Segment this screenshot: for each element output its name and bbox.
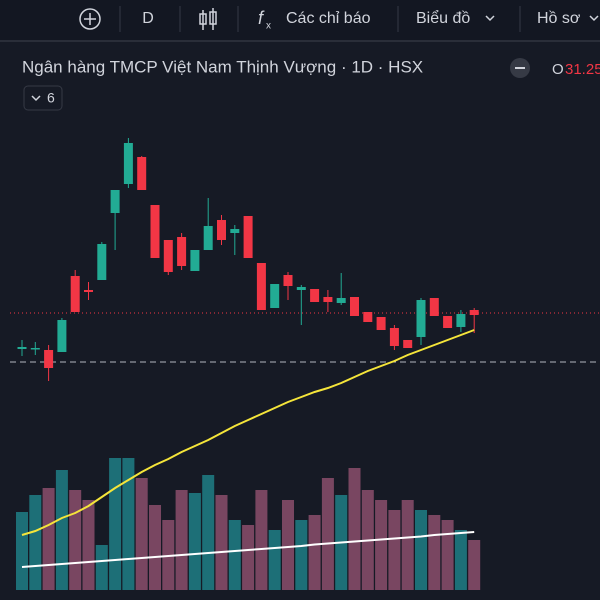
volume-bar: [415, 510, 427, 590]
candle-body: [310, 289, 320, 302]
volume-bar: [308, 515, 321, 590]
candle-body: [243, 216, 253, 258]
candle-body: [416, 300, 426, 337]
volume-bar: [282, 500, 294, 590]
candle-body: [123, 143, 133, 184]
candle-body: [137, 157, 147, 190]
volume-bar: [188, 493, 201, 590]
volume-bar: [295, 520, 308, 590]
candle-body: [256, 263, 266, 310]
volume-bar: [441, 520, 454, 590]
volume-bar: [268, 530, 281, 590]
candle-body: [429, 298, 439, 316]
profile-button[interactable]: Hồ sơ: [537, 10, 581, 27]
candle-body: [283, 275, 293, 286]
volume-bar: [348, 468, 361, 590]
candle-body: [469, 310, 479, 315]
candle-body: [350, 297, 359, 316]
interval-button[interactable]: D: [142, 10, 154, 27]
moving-average: [21, 329, 475, 536]
chart-type-button[interactable]: [199, 8, 217, 30]
candle-body: [456, 314, 466, 327]
volume-bar: [228, 520, 241, 590]
volume-bar: [401, 500, 414, 590]
add-symbol[interactable]: [79, 8, 101, 30]
candle-body: [376, 317, 386, 330]
candle-body: [97, 244, 107, 280]
candle-body: [389, 328, 399, 346]
candle-body: [443, 316, 453, 328]
candle-body: [336, 298, 346, 303]
volume-bar: [175, 490, 188, 590]
chevron: [485, 15, 495, 22]
volume-bar: [388, 510, 401, 590]
volume-bar: [55, 470, 68, 590]
volume-bar: [69, 490, 82, 590]
candle-body: [70, 276, 80, 312]
candle-body: [110, 190, 120, 213]
candle-body: [203, 226, 213, 250]
volume-bar: [149, 505, 161, 590]
candle-body: [30, 348, 40, 350]
fx-icon[interactable]: f: [258, 8, 265, 28]
chart-menu-button[interactable]: Biểu đồ: [416, 9, 470, 27]
volume-bar: [375, 500, 388, 590]
volume-bar: [454, 530, 467, 590]
indicators-toggle[interactable]: [23, 85, 63, 111]
symbol-title: Ngân hàng TMCP Việt Nam Thịnh Vượng · 1D…: [22, 57, 423, 76]
fx-icon-sub: x: [266, 21, 271, 32]
candle-body: [44, 350, 54, 368]
open-label: O: [552, 61, 564, 78]
candle-body: [163, 240, 173, 272]
volume-bar: [428, 515, 441, 590]
volume-bar: [321, 478, 334, 590]
hide-legend-button[interactable]: [510, 58, 530, 78]
candle-body: [177, 237, 187, 266]
volume-bar: [82, 500, 95, 590]
candle-body: [296, 287, 306, 290]
volume-bar: [122, 458, 135, 590]
volume-bar: [255, 490, 268, 590]
indicator-count: 6: [47, 90, 55, 106]
candle-body: [363, 312, 373, 322]
volume-bar: [215, 495, 228, 590]
candle-body: [150, 205, 160, 258]
volume-bar: [202, 475, 215, 590]
candle-body: [84, 290, 93, 292]
volume-average: [21, 531, 475, 568]
volume-bar: [109, 458, 122, 590]
indicators-button[interactable]: Các chỉ báo: [286, 10, 371, 27]
candle-body: [403, 340, 413, 348]
volume-bar: [135, 478, 148, 590]
candle-body: [190, 250, 200, 271]
candle-body: [230, 229, 240, 233]
volume-bar: [42, 488, 55, 590]
open-value: 31.25: [565, 61, 600, 78]
candle-body: [217, 220, 226, 240]
volume-bar: [468, 540, 481, 590]
volume-bar: [29, 495, 42, 590]
candle-body: [323, 297, 333, 302]
chevron: [589, 15, 599, 22]
volume-bar: [16, 512, 28, 590]
volume-bar: [242, 525, 255, 590]
candle-body: [270, 284, 280, 308]
candle-body: [57, 320, 67, 352]
candle-body: [17, 347, 27, 349]
volume-bar: [95, 545, 108, 590]
